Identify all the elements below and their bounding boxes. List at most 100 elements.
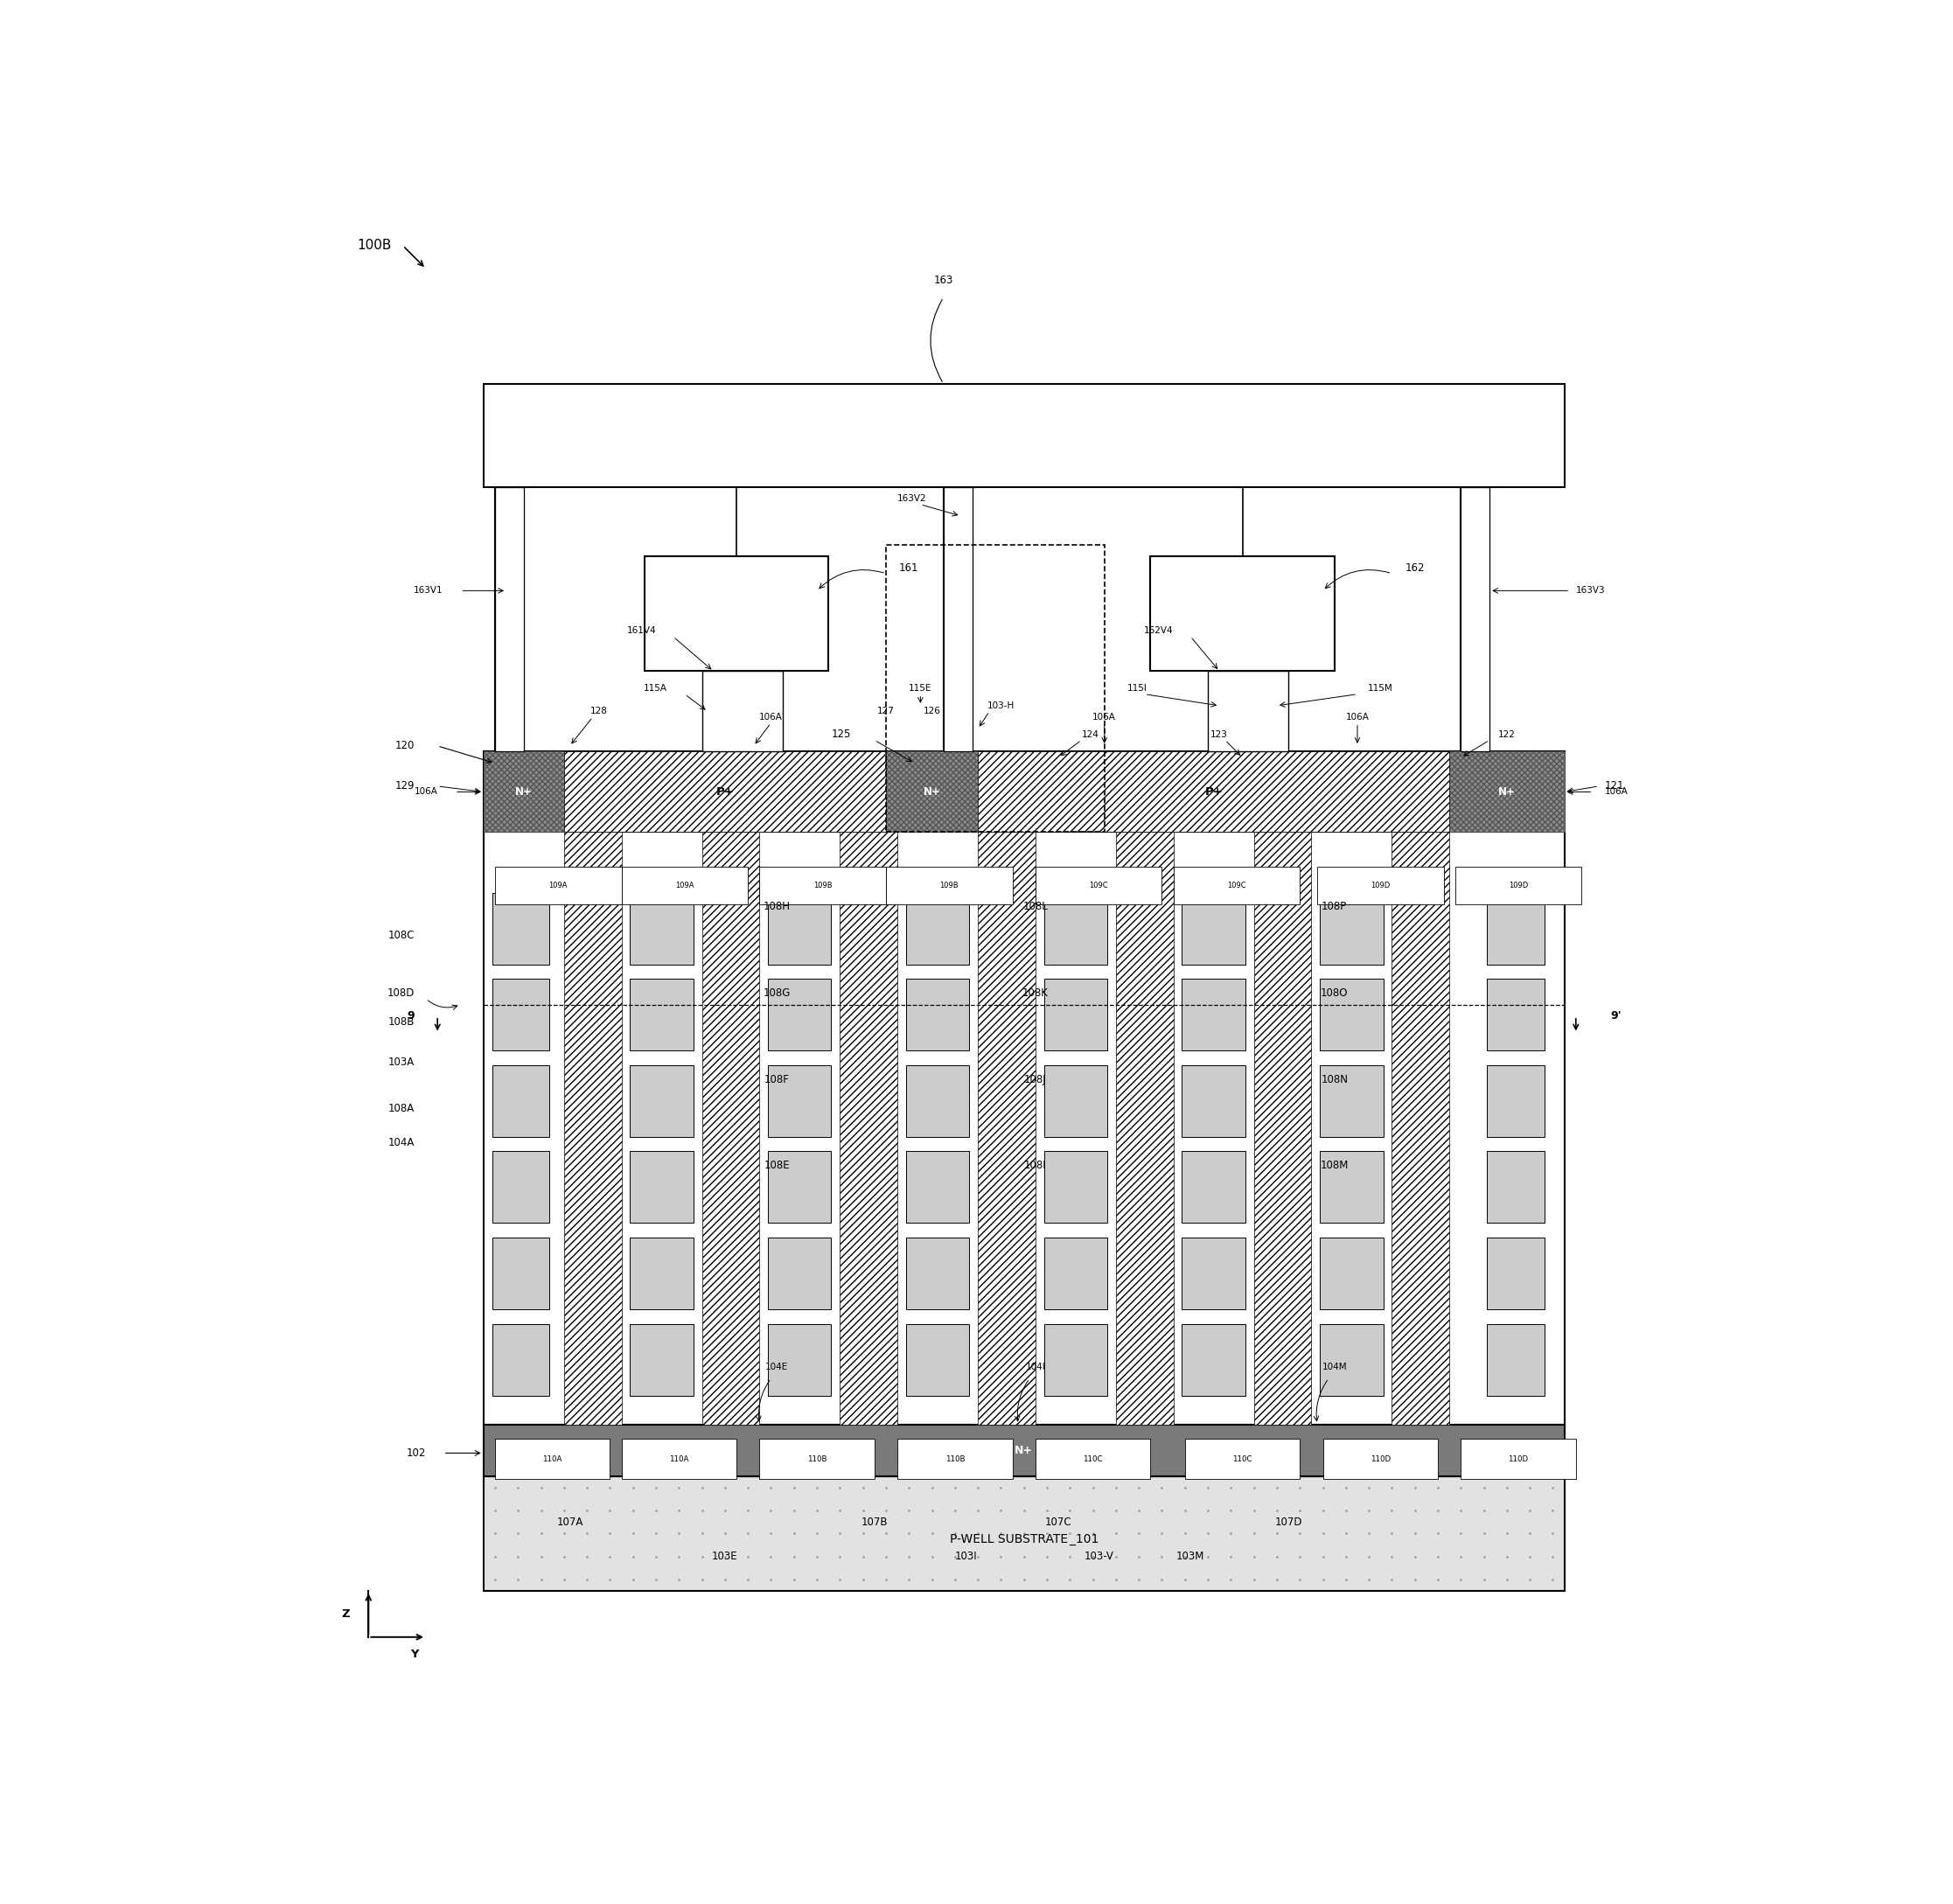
Bar bbox=[1461, 1439, 1576, 1479]
Text: 115E: 115E bbox=[908, 684, 932, 693]
Bar bbox=[768, 979, 832, 1051]
Text: Y: Y bbox=[410, 1649, 418, 1660]
Text: 9': 9' bbox=[1611, 1011, 1621, 1022]
Bar bbox=[1320, 979, 1383, 1051]
Bar bbox=[484, 832, 1564, 1424]
Text: 109A: 109A bbox=[549, 882, 568, 889]
Bar bbox=[484, 752, 1564, 832]
Text: 107A: 107A bbox=[557, 1516, 584, 1527]
Bar bbox=[1320, 1064, 1383, 1137]
Bar bbox=[631, 1238, 693, 1310]
Bar bbox=[1182, 979, 1246, 1051]
Bar bbox=[631, 1064, 693, 1137]
Bar bbox=[1035, 1439, 1150, 1479]
Text: 103-H: 103-H bbox=[988, 701, 1014, 710]
Text: 110D: 110D bbox=[1508, 1455, 1529, 1462]
Text: 123: 123 bbox=[1211, 729, 1228, 739]
Bar bbox=[1045, 1238, 1107, 1310]
Bar bbox=[484, 1424, 1564, 1476]
Bar bbox=[494, 487, 523, 752]
Text: 108L: 108L bbox=[1023, 901, 1049, 912]
Text: 9: 9 bbox=[406, 1011, 414, 1022]
Bar bbox=[906, 1323, 969, 1396]
Text: 108N: 108N bbox=[1320, 1074, 1348, 1085]
Bar bbox=[887, 752, 978, 832]
Text: 125: 125 bbox=[832, 729, 852, 741]
Text: 108D: 108D bbox=[387, 988, 414, 1000]
Bar bbox=[1150, 556, 1334, 672]
Text: 115I: 115I bbox=[1127, 684, 1148, 693]
Bar bbox=[840, 832, 898, 1424]
Bar bbox=[768, 1064, 832, 1137]
Bar bbox=[1182, 893, 1246, 965]
Text: 108A: 108A bbox=[389, 1102, 414, 1114]
Text: 106A: 106A bbox=[760, 712, 783, 722]
Text: 109A: 109A bbox=[676, 882, 693, 889]
Text: 108F: 108F bbox=[764, 1074, 789, 1085]
Bar bbox=[978, 832, 1035, 1424]
Text: 107D: 107D bbox=[1275, 1516, 1303, 1527]
Bar bbox=[943, 487, 973, 752]
Bar bbox=[906, 1152, 969, 1222]
Bar bbox=[1449, 752, 1564, 832]
Text: N+: N+ bbox=[516, 786, 533, 798]
Text: 103-V: 103-V bbox=[1084, 1552, 1113, 1563]
Bar bbox=[978, 752, 1449, 832]
Text: 162V4: 162V4 bbox=[1144, 626, 1174, 636]
Text: 128: 128 bbox=[590, 706, 607, 716]
Text: 161V4: 161V4 bbox=[627, 626, 656, 636]
Text: 104A: 104A bbox=[389, 1137, 414, 1148]
Text: 107B: 107B bbox=[861, 1516, 889, 1527]
Text: 109D: 109D bbox=[1508, 882, 1527, 889]
Bar bbox=[1322, 1439, 1437, 1479]
Text: 108O: 108O bbox=[1320, 988, 1348, 1000]
Text: 100B: 100B bbox=[357, 240, 391, 253]
Bar bbox=[760, 866, 887, 904]
Text: 106A: 106A bbox=[1346, 712, 1369, 722]
Text: 115A: 115A bbox=[644, 684, 668, 693]
Bar bbox=[492, 1152, 549, 1222]
Bar bbox=[906, 979, 969, 1051]
Text: 109D: 109D bbox=[1371, 882, 1391, 889]
Text: 163: 163 bbox=[934, 274, 953, 286]
Text: 115M: 115M bbox=[1367, 684, 1392, 693]
Text: 108I: 108I bbox=[1023, 1160, 1047, 1171]
Text: 108P: 108P bbox=[1322, 901, 1348, 912]
Bar bbox=[1461, 487, 1490, 752]
Text: 104E: 104E bbox=[766, 1363, 789, 1371]
Bar bbox=[631, 1152, 693, 1222]
Bar bbox=[1207, 672, 1289, 752]
Bar bbox=[1182, 1064, 1246, 1137]
Bar bbox=[1182, 1323, 1246, 1396]
Bar bbox=[768, 1152, 832, 1222]
Bar bbox=[887, 866, 1012, 904]
Bar bbox=[621, 1439, 736, 1479]
Bar bbox=[492, 979, 549, 1051]
Bar bbox=[898, 1439, 1012, 1479]
Bar bbox=[492, 1064, 549, 1137]
Bar bbox=[484, 752, 564, 832]
Bar bbox=[1045, 1064, 1107, 1137]
Text: 110A: 110A bbox=[670, 1455, 689, 1462]
Text: 163V3: 163V3 bbox=[1576, 586, 1605, 596]
Text: 162: 162 bbox=[1404, 562, 1424, 573]
Text: 124: 124 bbox=[1082, 729, 1100, 739]
Bar bbox=[621, 866, 748, 904]
Text: Z: Z bbox=[342, 1609, 350, 1620]
Text: 102: 102 bbox=[406, 1447, 426, 1458]
Text: 110B: 110B bbox=[807, 1455, 826, 1462]
Text: 108J: 108J bbox=[1023, 1074, 1047, 1085]
Text: 107C: 107C bbox=[1045, 1516, 1072, 1527]
Bar bbox=[1486, 1064, 1545, 1137]
Bar bbox=[1320, 1152, 1383, 1222]
Text: 110C: 110C bbox=[1084, 1455, 1103, 1462]
Bar bbox=[760, 1439, 875, 1479]
Text: 163V2: 163V2 bbox=[898, 495, 928, 503]
Text: 109B: 109B bbox=[939, 882, 959, 889]
Bar bbox=[1182, 1152, 1246, 1222]
Bar bbox=[701, 672, 783, 752]
Text: 110D: 110D bbox=[1371, 1455, 1391, 1462]
Text: N+: N+ bbox=[924, 786, 941, 798]
Bar bbox=[484, 385, 1564, 487]
Bar bbox=[906, 1238, 969, 1310]
